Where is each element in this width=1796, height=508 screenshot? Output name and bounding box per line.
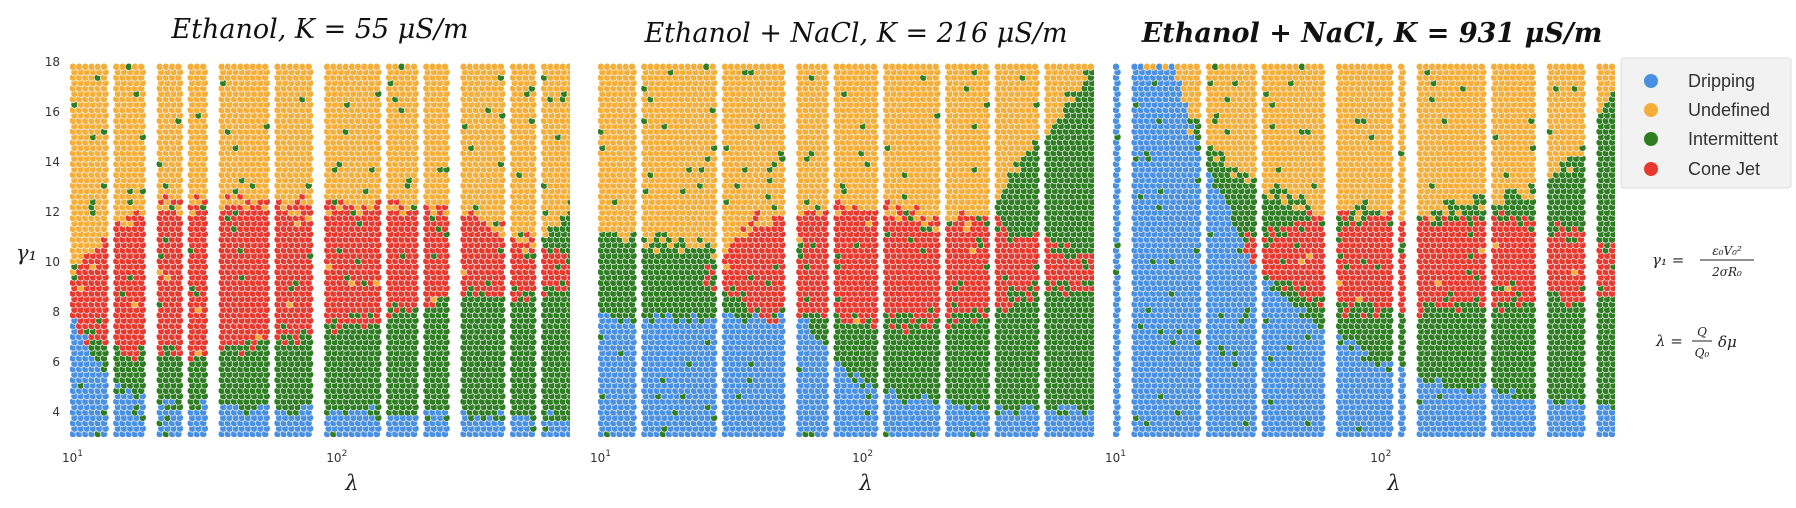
- point-undefined: [137, 62, 146, 71]
- point-undefined: [628, 62, 636, 71]
- point-undefined: [496, 62, 505, 71]
- panel2-title: Ethanol + NaCl, K = 216 μS/m: [643, 18, 1067, 49]
- point-undefined: [565, 62, 570, 71]
- point-undefined: [100, 62, 108, 71]
- point-undefined: [304, 62, 313, 71]
- point-undefined: [174, 62, 183, 71]
- point-undefined: [372, 62, 381, 71]
- point-undefined: [527, 62, 536, 71]
- point-undefined: [261, 62, 270, 71]
- panel2-points: [598, 62, 1094, 437]
- panel3-title: Ethanol + NaCl, K = 931 μS/m: [1141, 18, 1603, 49]
- point-undefined: [441, 62, 449, 71]
- point-undefined: [410, 62, 418, 71]
- panel1-title: Ethanol, K = 55 μS/m: [170, 14, 468, 45]
- point-undefined: [199, 62, 208, 71]
- panel1-points: [70, 62, 570, 437]
